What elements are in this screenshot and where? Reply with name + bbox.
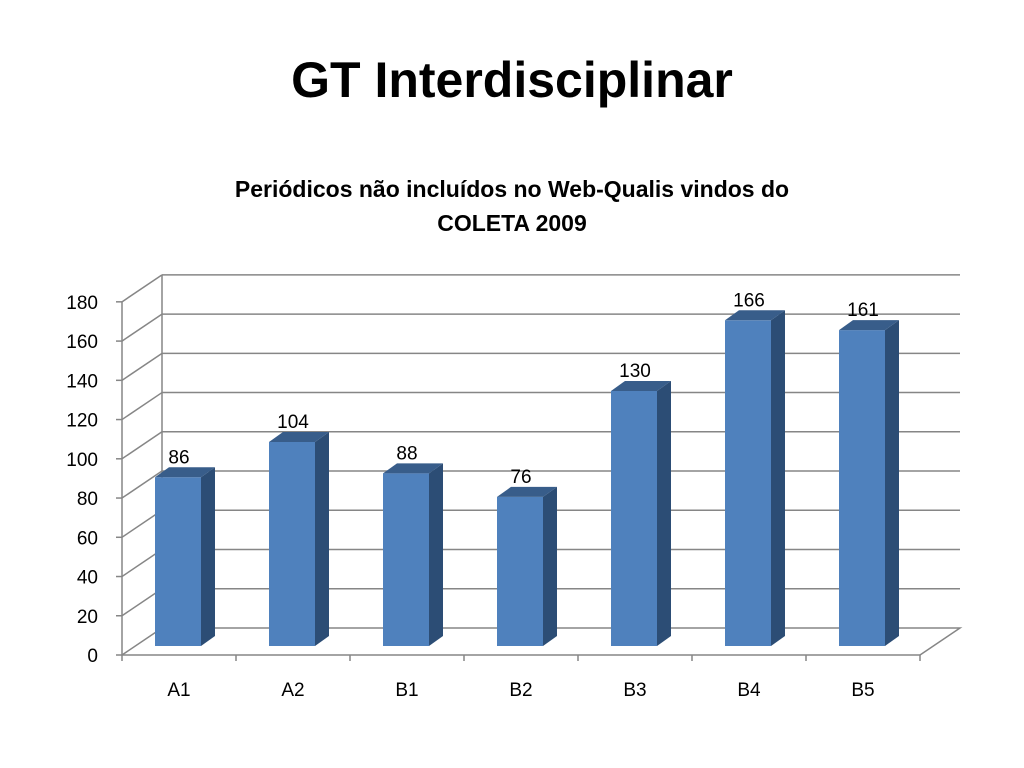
x-tick-label: A1 [167, 680, 190, 701]
bar-side [771, 310, 785, 646]
bar-B5 [839, 320, 899, 646]
bar-front [725, 320, 771, 646]
bar-top [497, 486, 557, 497]
bar-top [725, 310, 785, 321]
x-tick-label: B3 [623, 680, 646, 701]
chart-title-line-1: Periódicos não incluídos no Web-Qualis v… [234, 176, 790, 202]
data-label: 104 [277, 412, 309, 433]
gridline-wall-140 [121, 352, 163, 381]
x-tick-label: A2 [281, 680, 304, 701]
y-tick-label: 140 [66, 371, 98, 392]
axes [116, 301, 963, 661]
bar-top [611, 380, 671, 391]
bar-A1 [155, 467, 215, 646]
floor-outline [121, 627, 963, 656]
x-tick-label: B1 [395, 680, 418, 701]
bar-top [839, 320, 899, 331]
y-tick-label: 20 [77, 607, 98, 628]
bar-side [429, 463, 443, 646]
gridline-wall-100 [121, 431, 163, 460]
y-tick-label: 160 [66, 332, 98, 353]
bar-front [497, 496, 543, 646]
data-label: 86 [168, 447, 189, 468]
labels: 0 20 40 60 80 100 120 140 160 180 86 A1 104 A2 88 B1 76 B… [66, 290, 879, 701]
data-label: 88 [396, 443, 417, 464]
data-label: 76 [510, 467, 531, 488]
bar-A2 [269, 431, 329, 646]
y-tick-label: 180 [66, 293, 98, 314]
y-tick-label: 60 [77, 528, 98, 549]
bar-side [201, 467, 215, 646]
bar-side [315, 431, 329, 646]
data-label: 161 [847, 300, 879, 321]
gridline-wall-80 [121, 470, 163, 499]
x-tick-label: B5 [851, 680, 874, 701]
bars [155, 310, 899, 646]
y-tick-label: 0 [87, 646, 98, 667]
bar-side [543, 486, 557, 646]
bar-side [657, 380, 671, 646]
y-tick-label: 100 [66, 450, 98, 471]
gridline-wall-120 [121, 391, 163, 421]
gridline-wall-160 [121, 313, 163, 342]
gridline-wall-180 [121, 274, 163, 303]
y-tick-label: 80 [77, 489, 98, 510]
y-tick-label: 40 [77, 568, 98, 589]
slide-title: GT Interdisciplinar [291, 52, 733, 108]
bar-side [885, 320, 899, 646]
bar-B4 [725, 310, 785, 646]
bar-top [383, 463, 443, 474]
bar-top [269, 431, 329, 442]
bar-front [611, 390, 657, 646]
y-tick-label: 120 [66, 411, 98, 432]
bar-front [155, 477, 201, 646]
data-label: 130 [619, 361, 651, 382]
bar-front [839, 330, 885, 646]
bar-B3 [611, 380, 671, 646]
chart-title-line-2: COLETA 2009 [437, 210, 587, 236]
chart-title: Periódicos não incluídos no Web-Qualis v… [160, 172, 864, 240]
bar-top [155, 467, 215, 478]
bar-front [269, 441, 315, 646]
data-label: 166 [733, 290, 765, 311]
x-tick-label: B2 [509, 680, 532, 701]
bar-B2 [497, 486, 557, 646]
x-tick-label: B4 [737, 680, 761, 701]
bar-front [383, 473, 429, 646]
bar-B1 [383, 463, 443, 646]
